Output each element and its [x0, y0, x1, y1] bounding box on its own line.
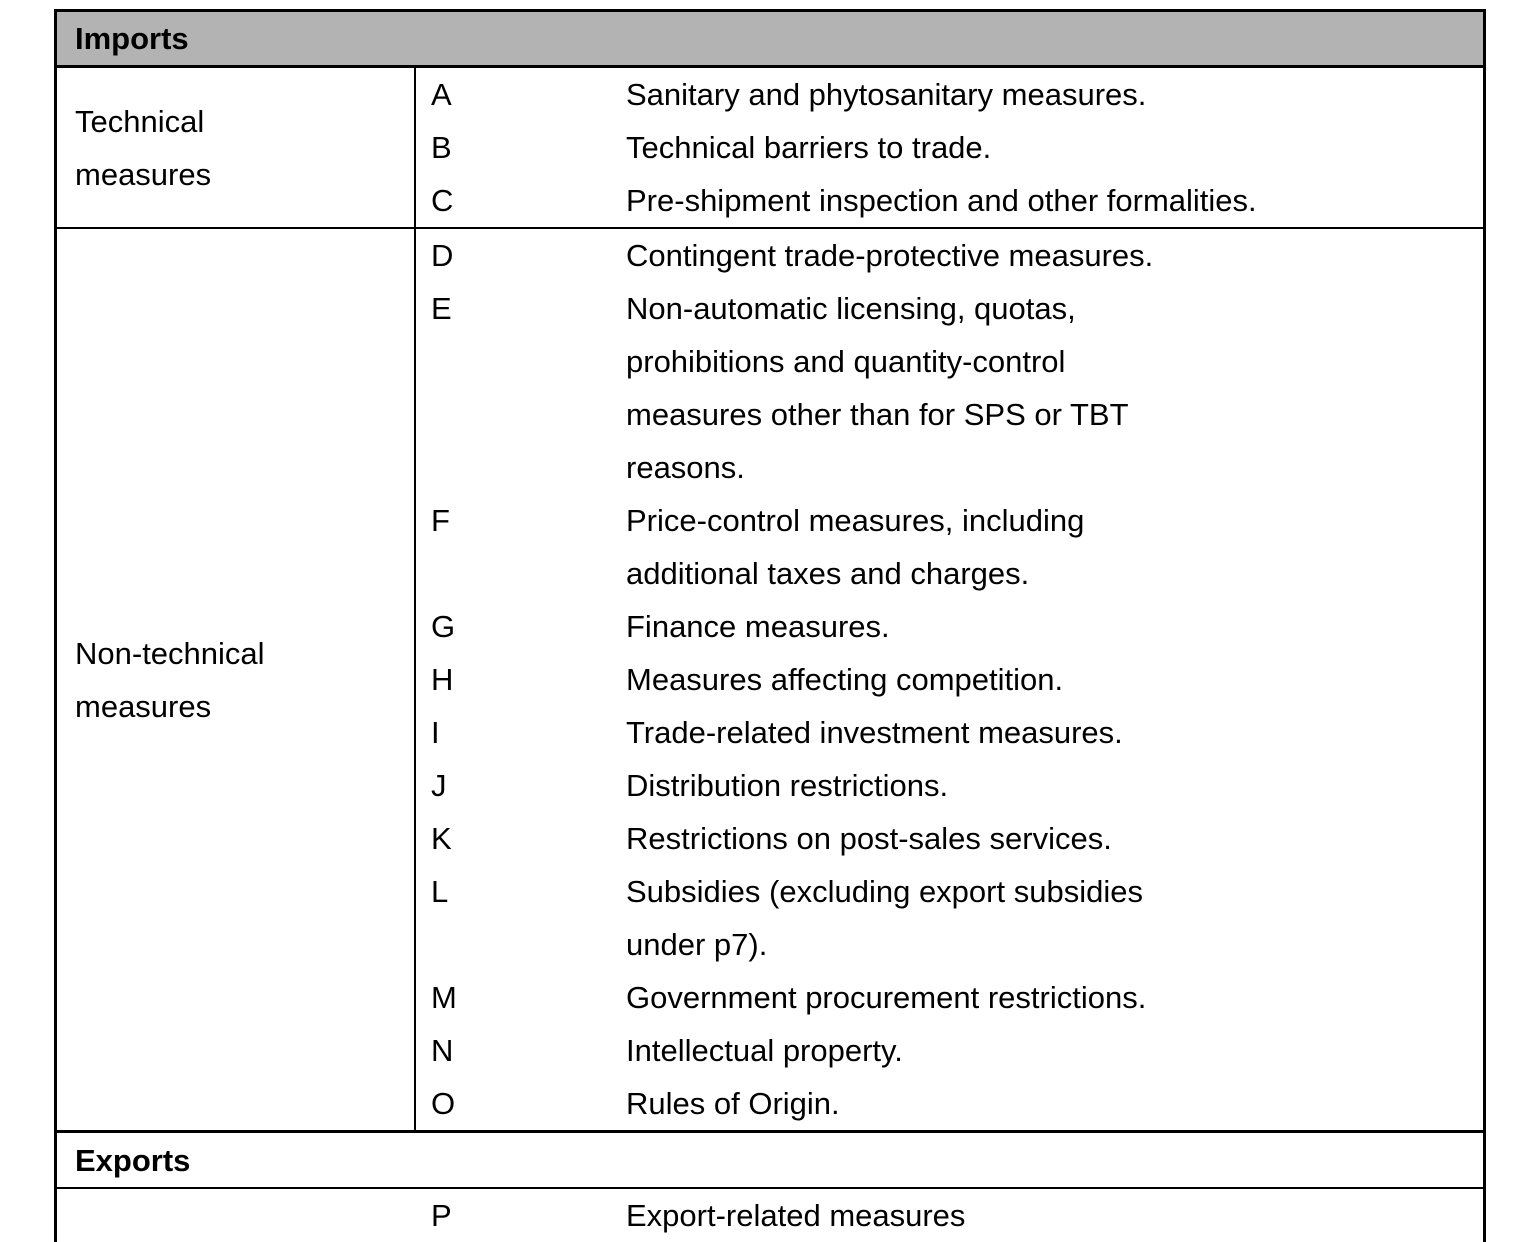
measure-item-l: L Subsidies (excluding export subsidies …	[431, 865, 1483, 971]
measure-text: Sanitary and phytosanitary measures.	[626, 77, 1147, 112]
measure-item-g: G Finance measures.	[431, 600, 1483, 653]
exports-empty-cell	[57, 1189, 416, 1242]
measure-code: G	[431, 609, 456, 644]
measure-text: Finance measures.	[626, 609, 890, 644]
measure-code: M	[431, 980, 457, 1015]
imports-section-header: Imports	[57, 12, 1483, 68]
measure-code: H	[431, 662, 454, 697]
measure-code: J	[431, 768, 447, 803]
measure-code: O	[431, 1086, 456, 1121]
non-technical-measures-label: Non-technical measures	[57, 229, 416, 1130]
measure-text: Subsidies (excluding export subsidies un…	[626, 874, 1143, 962]
measure-item-c: C Pre-shipment inspection and other form…	[431, 174, 1483, 227]
measure-code: K	[431, 821, 452, 856]
technical-measures-label: Technical measures	[57, 68, 416, 227]
technical-measures-items: A Sanitary and phytosanitary measures. B…	[416, 68, 1483, 227]
exports-section-header: Exports	[57, 1133, 1483, 1189]
measure-item-n: N Intellectual property.	[431, 1024, 1483, 1077]
measure-item-m: M Government procurement restrictions.	[431, 971, 1483, 1024]
measure-item-d: D Contingent trade-protective measures.	[431, 229, 1483, 282]
exports-section-label: Exports	[75, 1142, 191, 1178]
measure-item-e: E Non-automatic licensing, quotas, prohi…	[431, 282, 1483, 494]
measure-item-a: A Sanitary and phytosanitary measures.	[431, 68, 1483, 121]
measure-text: Technical barriers to trade.	[626, 130, 992, 165]
measure-item-o: O Rules of Origin.	[431, 1077, 1483, 1130]
ntm-classification-table: Imports Technical measures A Sanitary an…	[54, 9, 1486, 1242]
measure-code: F	[431, 503, 450, 538]
measure-item-j: J Distribution restrictions.	[431, 759, 1483, 812]
measure-code: I	[431, 715, 440, 750]
measure-text: Export-related measures	[626, 1198, 966, 1233]
measure-text: Trade-related investment measures.	[626, 715, 1123, 750]
measure-code: D	[431, 238, 454, 273]
exports-measures-items: P Export-related measures	[416, 1189, 1483, 1242]
exports-measures-group: P Export-related measures	[57, 1189, 1483, 1242]
measure-text: Non-automatic licensing, quotas, prohibi…	[626, 291, 1129, 485]
measure-code: N	[431, 1033, 454, 1068]
measure-item-i: I Trade-related investment measures.	[431, 706, 1483, 759]
measure-code: C	[431, 183, 454, 218]
measure-text: Restrictions on post-sales services.	[626, 821, 1112, 856]
measure-item-f: F Price-control measures, including addi…	[431, 494, 1483, 600]
measure-item-b: B Technical barriers to trade.	[431, 121, 1483, 174]
measure-text: Price-control measures, including additi…	[626, 503, 1085, 591]
technical-measures-group: Technical measures A Sanitary and phytos…	[57, 68, 1483, 229]
non-technical-measures-group: Non-technical measures D Contingent trad…	[57, 229, 1483, 1133]
non-technical-measures-items: D Contingent trade-protective measures. …	[416, 229, 1483, 1130]
measure-text: Measures affecting competition.	[626, 662, 1064, 697]
measure-item-k: K Restrictions on post-sales services.	[431, 812, 1483, 865]
measure-text: Contingent trade-protective measures.	[626, 238, 1154, 273]
measure-code: A	[431, 77, 452, 112]
measure-item-p: P Export-related measures	[431, 1189, 1483, 1242]
measure-code: P	[431, 1198, 452, 1233]
measure-text: Pre-shipment inspection and other formal…	[626, 183, 1257, 218]
imports-section-label: Imports	[75, 21, 189, 56]
measure-text: Distribution restrictions.	[626, 768, 949, 803]
measure-text: Government procurement restrictions.	[626, 980, 1147, 1015]
measure-code: L	[431, 874, 449, 909]
measure-code: E	[431, 291, 452, 326]
measure-code: B	[431, 130, 452, 165]
measure-text: Intellectual property.	[626, 1033, 903, 1068]
measure-text: Rules of Origin.	[626, 1086, 840, 1121]
measure-item-h: H Measures affecting competition.	[431, 653, 1483, 706]
